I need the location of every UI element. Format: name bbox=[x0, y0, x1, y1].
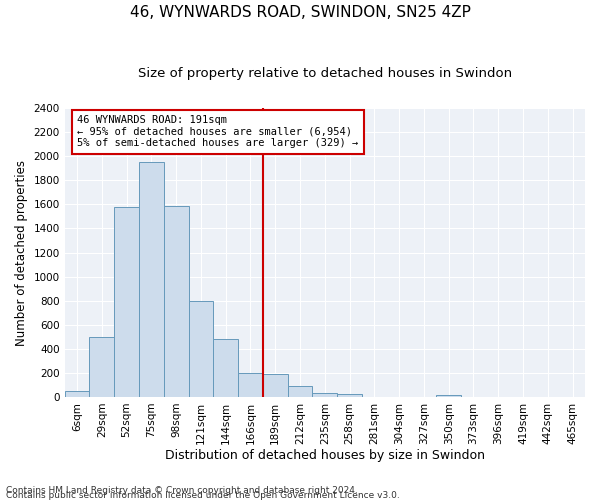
Bar bbox=[287, 386, 313, 397]
Bar bbox=[65, 391, 89, 397]
Y-axis label: Number of detached properties: Number of detached properties bbox=[15, 160, 28, 346]
Bar bbox=[164, 206, 188, 397]
Text: 46, WYNWARDS ROAD, SWINDON, SN25 4ZP: 46, WYNWARDS ROAD, SWINDON, SN25 4ZP bbox=[130, 5, 470, 20]
Bar bbox=[313, 392, 337, 397]
Bar bbox=[238, 373, 263, 397]
Bar bbox=[436, 394, 461, 397]
Text: Contains HM Land Registry data © Crown copyright and database right 2024.: Contains HM Land Registry data © Crown c… bbox=[6, 486, 358, 495]
Bar bbox=[263, 374, 287, 397]
Text: Contains public sector information licensed under the Open Government Licence v3: Contains public sector information licen… bbox=[6, 491, 400, 500]
Bar bbox=[337, 394, 362, 397]
Text: 46 WYNWARDS ROAD: 191sqm
← 95% of detached houses are smaller (6,954)
5% of semi: 46 WYNWARDS ROAD: 191sqm ← 95% of detach… bbox=[77, 116, 358, 148]
Bar bbox=[139, 162, 164, 397]
Bar bbox=[188, 300, 214, 397]
Bar bbox=[89, 337, 114, 397]
X-axis label: Distribution of detached houses by size in Swindon: Distribution of detached houses by size … bbox=[165, 450, 485, 462]
Bar bbox=[214, 339, 238, 397]
Title: Size of property relative to detached houses in Swindon: Size of property relative to detached ho… bbox=[138, 68, 512, 80]
Bar bbox=[114, 207, 139, 397]
